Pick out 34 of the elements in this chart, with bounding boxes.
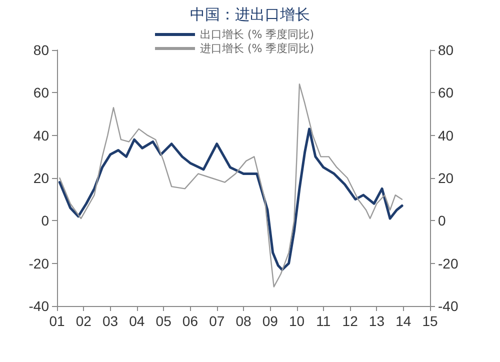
y-tick-label: 0 bbox=[41, 212, 50, 229]
x-tick-label: 10 bbox=[288, 313, 305, 329]
x-tick-label: 14 bbox=[396, 313, 412, 329]
y-tick-label: -40 bbox=[28, 298, 50, 314]
x-tick-label: 05 bbox=[156, 313, 172, 329]
y-tick-label: -20 bbox=[28, 255, 50, 272]
y-tick-label: 20 bbox=[33, 170, 50, 186]
x-tick-label: 12 bbox=[342, 313, 358, 329]
y2-tick-label: -40 bbox=[438, 298, 458, 314]
legend-label: 进口增长 (% 季度同比) bbox=[200, 42, 314, 55]
y2-tick-label: 40 bbox=[438, 127, 454, 144]
x-tick-label: 06 bbox=[182, 313, 198, 329]
y2-tick-label: -20 bbox=[438, 255, 458, 272]
x-tick-label: 15 bbox=[422, 313, 438, 329]
x-tick-label: 02 bbox=[76, 313, 92, 329]
y2-tick-label: 20 bbox=[438, 170, 454, 186]
line-series bbox=[58, 128, 404, 271]
legend-label: 出口增长 (% 季度同比) bbox=[200, 28, 314, 41]
chart-title: 中国：进出口增长 bbox=[190, 6, 310, 24]
y2-tick-label: 60 bbox=[438, 84, 454, 101]
x-tick-label: 04 bbox=[129, 313, 145, 329]
y2-tick-label: 80 bbox=[438, 42, 454, 58]
x-tick-label: 07 bbox=[209, 313, 225, 329]
y-tick-label: 60 bbox=[33, 84, 50, 101]
x-tick-label: 01 bbox=[49, 313, 65, 329]
y2-tick-label: 0 bbox=[438, 212, 446, 229]
y-tick-label: 80 bbox=[33, 42, 50, 58]
x-tick-label: 08 bbox=[236, 313, 252, 329]
x-tick-label: 03 bbox=[102, 313, 118, 329]
x-tick-label: 11 bbox=[316, 313, 331, 329]
x-tick-label: 13 bbox=[368, 313, 385, 329]
x-tick-label: 09 bbox=[262, 313, 278, 329]
y-tick-label: 40 bbox=[33, 127, 50, 144]
line-series bbox=[59, 84, 403, 288]
